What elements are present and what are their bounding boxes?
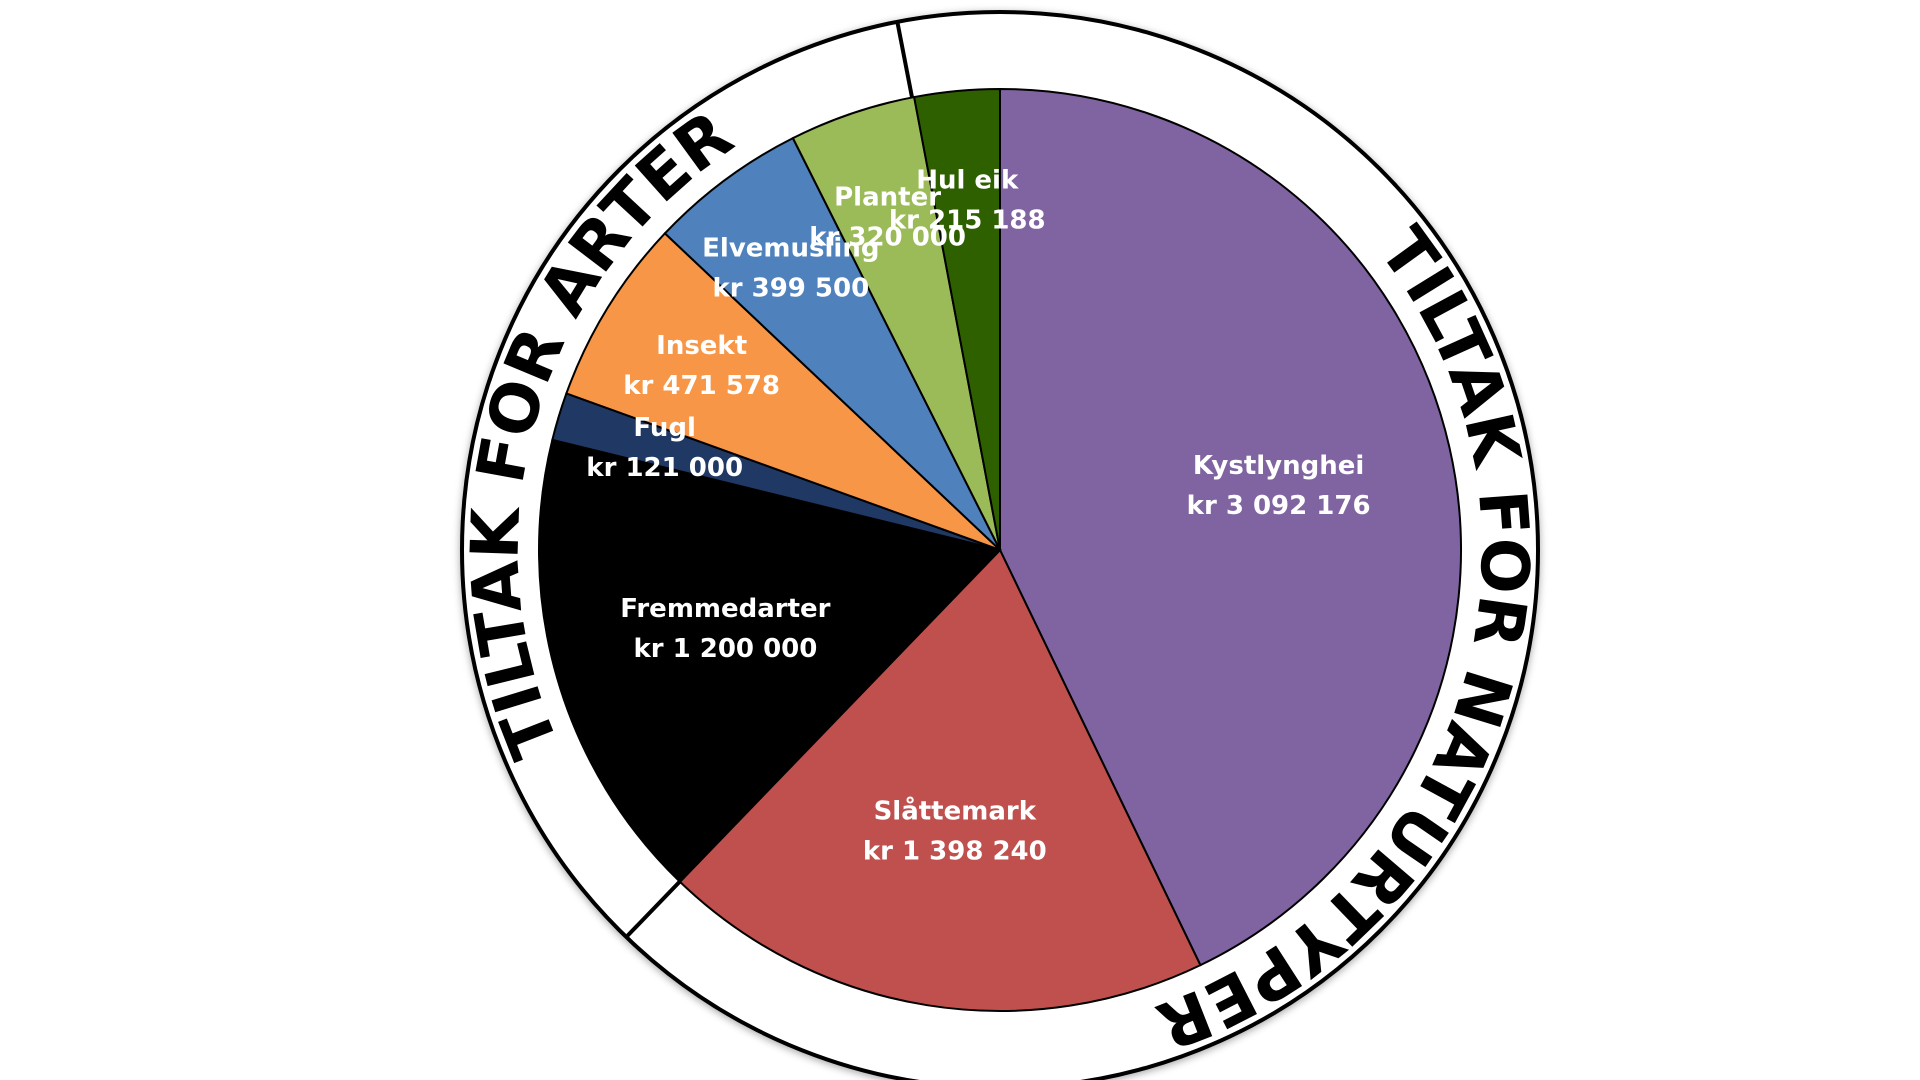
pie-slice: [912, 87, 1001, 551]
slice-label: Elvemusling: [702, 233, 879, 263]
slice-label: Fremmedarter: [620, 594, 830, 624]
value-label: kr 471 578: [623, 371, 780, 401]
slice-label: Planter: [834, 183, 941, 213]
slice-label: Kystlynghei: [1193, 451, 1364, 481]
pie-slice: [538, 438, 1002, 884]
pie-slice: [678, 548, 1202, 1012]
ring-divider: [895, 21, 915, 103]
ring-divider: [624, 876, 685, 939]
pie-slice: [663, 136, 1001, 551]
slice-label: Fugl: [633, 413, 696, 443]
value-label: kr 1 398 240: [863, 837, 1047, 867]
value-label: kr 399 500: [712, 273, 869, 303]
value-label: kr 3 092 176: [1187, 491, 1371, 521]
slice-label: Hul eik: [916, 166, 1019, 196]
value-label: kr 121 000: [586, 453, 743, 483]
slice-label: Slåttemark: [874, 795, 1037, 827]
pie-slice: [565, 231, 1001, 551]
pie-slice: [999, 87, 1462, 967]
value-label: kr 320 000: [809, 223, 966, 253]
value-label: kr 215 188: [889, 206, 1046, 236]
slice-label: Insekt: [656, 331, 747, 361]
value-label: kr 1 200 000: [633, 634, 817, 664]
